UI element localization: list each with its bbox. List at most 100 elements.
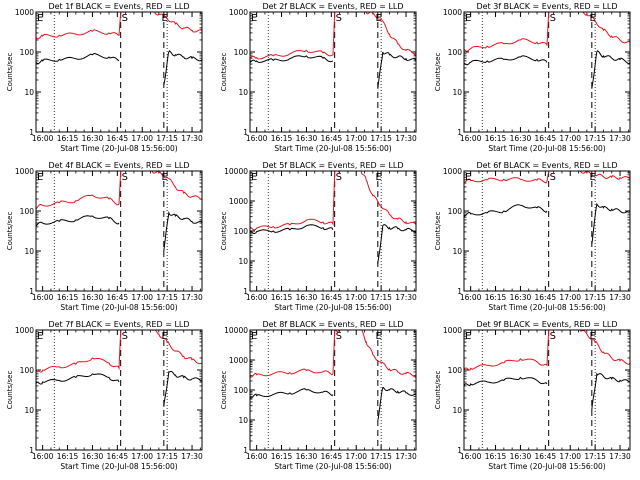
x-tick-label: 17:15 xyxy=(370,293,392,302)
x-tick-label: 16:30 xyxy=(82,452,104,461)
flag-marker: E xyxy=(376,331,382,342)
x-tick-label: 16:30 xyxy=(296,134,318,143)
plot-frame xyxy=(463,329,631,451)
y-tick-label: 10000 xyxy=(224,326,248,335)
x-tick-label: 16:30 xyxy=(296,293,318,302)
x-axis-label: Start Time (20-Jul-08 15:56:00) xyxy=(60,303,177,312)
x-tick-label: 17:15 xyxy=(584,452,606,461)
y-tick-label: 1 xyxy=(457,287,462,296)
x-tick-label: 17:30 xyxy=(609,293,631,302)
flag-marker: E xyxy=(376,13,382,24)
events-series-line xyxy=(463,202,631,245)
lld-series-line xyxy=(463,329,631,371)
flag-marker: E xyxy=(251,172,257,183)
y-tick-label: 100 xyxy=(20,366,35,375)
chart-title: Det 7f BLACK = Events, RED = LLD xyxy=(48,320,189,329)
flag-marker: E xyxy=(37,331,43,342)
y-tick-label: 1 xyxy=(457,128,462,137)
y-tick-label: 10 xyxy=(452,247,462,256)
y-axis-label: Counts/sec xyxy=(434,371,442,410)
y-tick-label: 10 xyxy=(452,88,462,97)
flag-marker: E xyxy=(590,13,596,24)
x-tick-label: 16:15 xyxy=(485,134,507,143)
flag-marker: S xyxy=(336,331,342,342)
chart-title: Det 5f BLACK = Events, RED = LLD xyxy=(262,161,403,170)
x-tick-label: 16:30 xyxy=(510,293,532,302)
y-tick-label: 1 xyxy=(243,128,248,137)
y-tick-label: 100 xyxy=(448,366,463,375)
x-tick-label: 17:00 xyxy=(345,134,367,143)
x-tick-label: 16:30 xyxy=(82,293,104,302)
x-tick-label: 17:00 xyxy=(131,452,153,461)
x-tick-label: 16:00 xyxy=(246,293,268,302)
x-tick-label: 17:30 xyxy=(181,293,203,302)
x-tick-label: 17:00 xyxy=(345,452,367,461)
y-axis-label: Counts/sec xyxy=(6,53,14,92)
y-tick-label: 1000 xyxy=(443,167,462,176)
y-tick-label: 1000 xyxy=(229,8,248,17)
x-tick-label: 16:45 xyxy=(107,293,129,302)
y-tick-label: 1 xyxy=(29,446,34,455)
y-tick-label: 1000 xyxy=(15,8,34,17)
x-tick-label: 16:15 xyxy=(271,452,293,461)
flag-marker: E xyxy=(162,331,168,342)
events-series-line xyxy=(463,372,631,411)
y-tick-label: 10000 xyxy=(224,167,248,176)
x-tick-label: 17:00 xyxy=(131,293,153,302)
events-series-line xyxy=(249,386,417,421)
x-tick-label: 16:45 xyxy=(535,134,557,143)
detector-plot: Det 6f BLACK = Events, RED = LLD Counts/s… xyxy=(434,161,631,312)
x-tick-label: 17:30 xyxy=(609,134,631,143)
x-tick-label: 17:00 xyxy=(559,293,581,302)
detector-plot: Det 4f BLACK = Events, RED = LLD Counts/s… xyxy=(6,161,203,312)
x-axis-label: Start Time (20-Jul-08 15:56:00) xyxy=(488,462,605,471)
x-tick-label: 17:15 xyxy=(370,134,392,143)
detector-plot: Det 1f BLACK = Events, RED = LLD Counts/s… xyxy=(6,2,203,153)
x-tick-label: 16:45 xyxy=(321,134,343,143)
flag-marker: E xyxy=(37,13,43,24)
flag-marker: S xyxy=(336,13,342,24)
x-tick-label: 16:00 xyxy=(32,134,54,143)
x-axis-label: Start Time (20-Jul-08 15:56:00) xyxy=(274,303,391,312)
flag-marker: E xyxy=(376,172,382,183)
x-tick-label: 16:30 xyxy=(296,452,318,461)
x-tick-label: 16:00 xyxy=(246,134,268,143)
y-axis-label: Counts/sec xyxy=(220,53,228,92)
detector-plot: Det 5f BLACK = Events, RED = LLD Counts/s… xyxy=(220,161,417,312)
y-axis-label: Counts/sec xyxy=(434,212,442,251)
x-tick-label: 16:00 xyxy=(460,134,482,143)
flag-marker: S xyxy=(122,13,128,24)
x-tick-label: 17:30 xyxy=(395,134,417,143)
x-tick-label: 16:00 xyxy=(32,293,54,302)
x-tick-label: 16:15 xyxy=(57,134,79,143)
x-tick-label: 17:30 xyxy=(395,293,417,302)
x-tick-label: 16:45 xyxy=(321,293,343,302)
x-tick-label: 17:00 xyxy=(131,134,153,143)
flag-marker: E xyxy=(251,13,257,24)
x-tick-label: 16:30 xyxy=(510,134,532,143)
y-tick-label: 100 xyxy=(234,386,249,395)
plot-frame xyxy=(35,329,203,451)
x-tick-label: 16:15 xyxy=(271,134,293,143)
lld-series-line xyxy=(35,329,203,373)
x-tick-label: 16:15 xyxy=(271,293,293,302)
x-axis-label: Start Time (20-Jul-08 15:56:00) xyxy=(488,144,605,153)
x-axis-label: Start Time (20-Jul-08 15:56:00) xyxy=(274,462,391,471)
x-tick-label: 17:15 xyxy=(584,134,606,143)
x-tick-label: 17:30 xyxy=(181,134,203,143)
y-tick-label: 10 xyxy=(24,247,34,256)
x-tick-label: 17:30 xyxy=(609,452,631,461)
y-tick-label: 1000 xyxy=(15,326,34,335)
y-tick-label: 10 xyxy=(238,416,248,425)
flag-marker: E xyxy=(465,331,471,342)
lld-series-line xyxy=(35,11,203,40)
y-tick-label: 100 xyxy=(20,48,35,57)
plot-frame xyxy=(463,11,631,133)
y-tick-label: 10 xyxy=(238,88,248,97)
flag-marker: E xyxy=(162,13,168,24)
chart-title: Det 2f BLACK = Events, RED = LLD xyxy=(262,2,403,11)
lld-series-line xyxy=(249,329,417,378)
x-tick-label: 17:15 xyxy=(370,452,392,461)
x-tick-label: 16:30 xyxy=(510,452,532,461)
x-tick-label: 16:00 xyxy=(460,452,482,461)
